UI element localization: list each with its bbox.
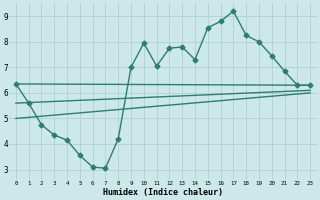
X-axis label: Humidex (Indice chaleur): Humidex (Indice chaleur) xyxy=(103,188,223,197)
